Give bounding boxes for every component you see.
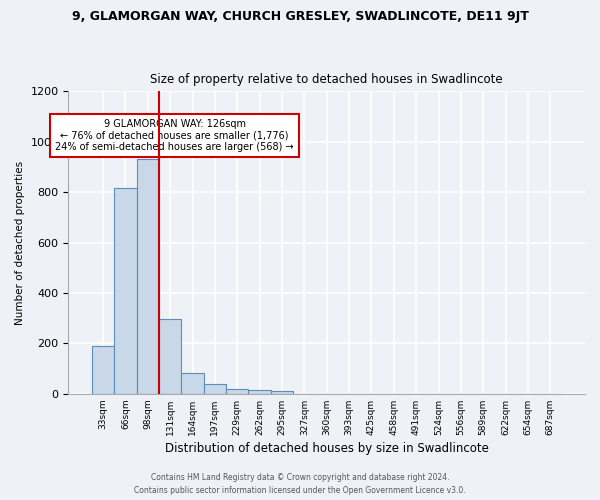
Title: Size of property relative to detached houses in Swadlincote: Size of property relative to detached ho… (151, 73, 503, 86)
Text: 9, GLAMORGAN WAY, CHURCH GRESLEY, SWADLINCOTE, DE11 9JT: 9, GLAMORGAN WAY, CHURCH GRESLEY, SWADLI… (71, 10, 529, 23)
Bar (248, 390, 271, 394)
Bar (137, 160, 159, 394)
Bar (92, 346, 114, 394)
Text: Contains HM Land Registry data © Crown copyright and database right 2024.
Contai: Contains HM Land Registry data © Crown c… (134, 474, 466, 495)
Bar (226, 390, 248, 394)
Bar (181, 373, 204, 394)
Bar (204, 384, 226, 394)
Bar (114, 188, 137, 394)
Y-axis label: Number of detached properties: Number of detached properties (15, 160, 25, 324)
Bar (159, 320, 181, 394)
X-axis label: Distribution of detached houses by size in Swadlincote: Distribution of detached houses by size … (165, 442, 488, 455)
Bar (271, 392, 293, 394)
Text: 9 GLAMORGAN WAY: 126sqm
← 76% of detached houses are smaller (1,776)
24% of semi: 9 GLAMORGAN WAY: 126sqm ← 76% of detache… (55, 119, 294, 152)
